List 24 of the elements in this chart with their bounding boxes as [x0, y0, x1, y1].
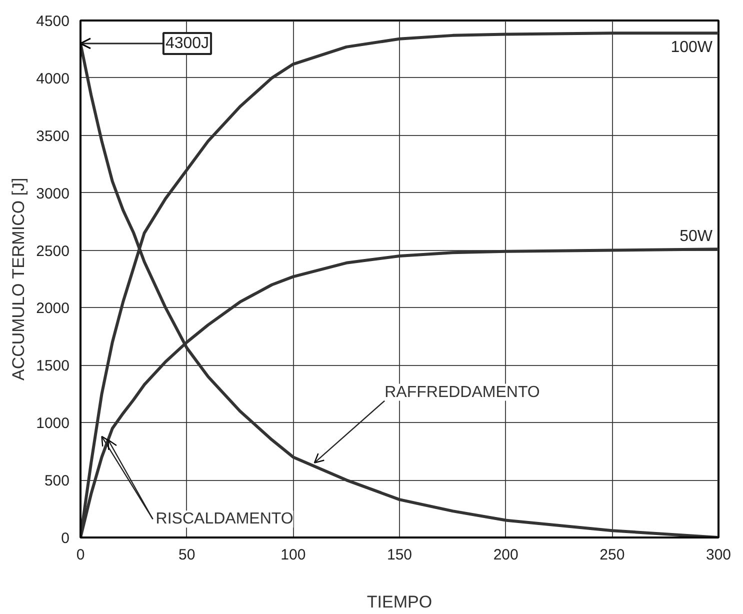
- annotation: 4300J: [165, 34, 210, 52]
- y-tick-label: 4500: [36, 13, 70, 30]
- annotation: RISCALDAMENTO: [156, 510, 294, 528]
- y-tick-label: 3500: [36, 128, 70, 145]
- x-tick-label: 100: [280, 546, 306, 564]
- y-tick-label: 1000: [36, 415, 70, 432]
- annotation: RAFFREDDAMENTO: [384, 384, 540, 401]
- series-label: 50W: [680, 228, 714, 246]
- x-tick-label: 300: [706, 546, 732, 564]
- x-tick-label: 250: [600, 546, 625, 564]
- y-tick-label: 4000: [36, 70, 70, 88]
- y-tick-label: 2500: [36, 242, 70, 260]
- x-tick-label: 200: [493, 546, 518, 564]
- y-tick-label: 2000: [36, 300, 70, 318]
- y-tick-label: 0: [61, 530, 70, 547]
- y-tick-label: 500: [44, 472, 70, 490]
- x-tick-label: 150: [386, 546, 412, 564]
- y-tick-label: 1500: [36, 358, 70, 375]
- x-tick-label: 0: [76, 546, 85, 564]
- x-tick-label: 50: [178, 546, 196, 564]
- series-label: 100W: [670, 39, 714, 56]
- y-tick-label: 3000: [36, 185, 70, 202]
- x-axis-title: TIEMPO: [366, 592, 432, 612]
- y-axis-title: ACCUMULO TERMICO [J]: [9, 178, 28, 381]
